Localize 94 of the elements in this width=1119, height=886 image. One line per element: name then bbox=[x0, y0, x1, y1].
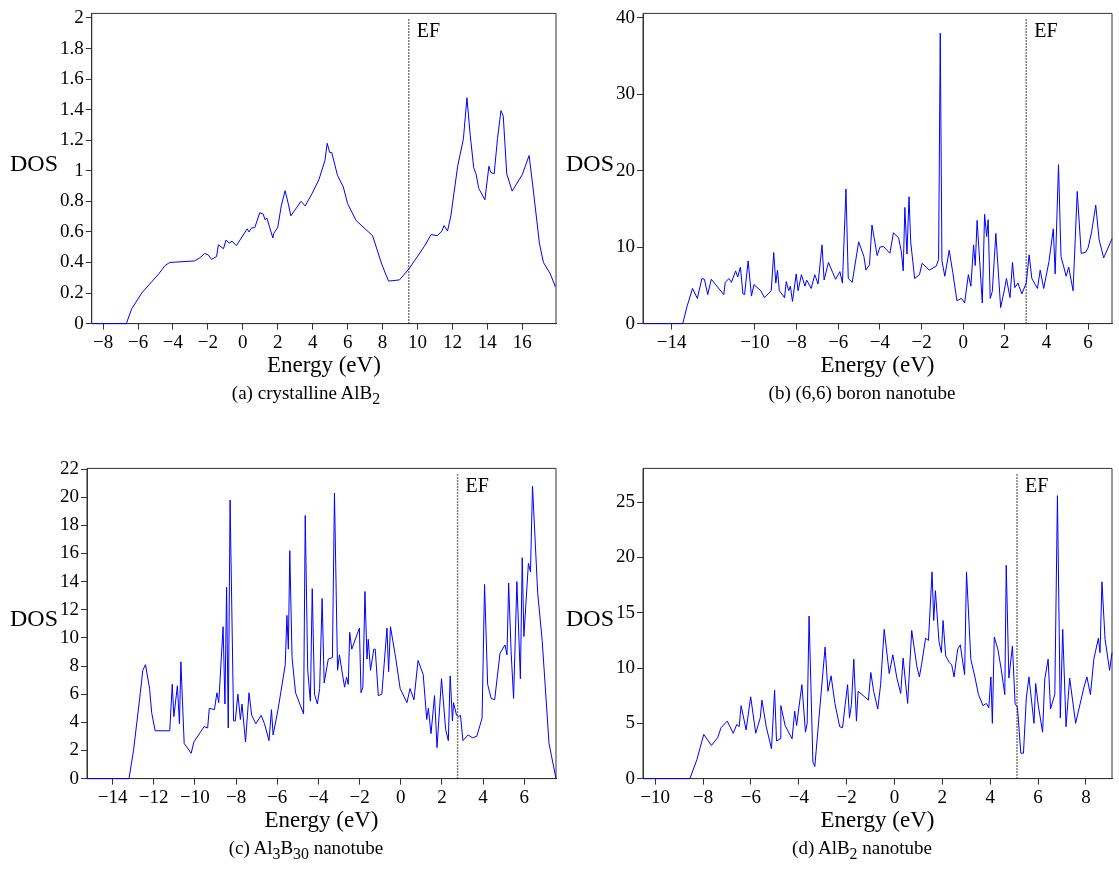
y-axis-title: DOS bbox=[566, 150, 615, 177]
y-tick-label: 10 bbox=[616, 235, 635, 257]
text: (a) crystalline AlB$_{2}$ bbox=[230, 382, 382, 408]
x-tick-label: −2 bbox=[197, 330, 219, 352]
y-tick-label: 2 bbox=[74, 5, 84, 27]
x-tick-label: 8 bbox=[377, 330, 388, 352]
y-tick-label: 0.4 bbox=[60, 250, 85, 272]
y-tick-label: 0 bbox=[69, 766, 79, 788]
x-tick-label: −10 bbox=[740, 330, 770, 352]
x-tick-label: 6 bbox=[1033, 785, 1043, 807]
y-tick-label: 30 bbox=[616, 82, 635, 104]
y-axis-title: DOS bbox=[566, 605, 615, 632]
x-tick-label: −8 bbox=[786, 330, 807, 352]
x-tick-label: 10 bbox=[407, 330, 427, 352]
y-tick-label: 4 bbox=[69, 710, 80, 732]
y-tick-label: 0.8 bbox=[60, 189, 84, 211]
x-tick-label: 2 bbox=[937, 785, 948, 807]
y-tick-label: 10 bbox=[616, 656, 635, 678]
x-tick-label: 6 bbox=[519, 785, 530, 807]
y-tick-label: 1.2 bbox=[60, 128, 84, 150]
x-tick-label: 4 bbox=[307, 330, 318, 352]
y-tick-label: 0.6 bbox=[60, 219, 84, 241]
x-axis-title: Energy (eV) bbox=[264, 807, 379, 833]
y-tick-label: 5 bbox=[625, 711, 635, 733]
x-tick-label: 0 bbox=[238, 330, 248, 352]
x-tick-label: 4 bbox=[1041, 330, 1052, 352]
y-tick-label: 1 bbox=[74, 158, 84, 180]
y-axis-title: DOS bbox=[10, 150, 59, 177]
y-tick-label: 40 bbox=[616, 5, 635, 27]
ref-line-label: EF bbox=[1034, 18, 1058, 41]
y-tick-label: 1.4 bbox=[60, 97, 85, 119]
x-tick-label: −8 bbox=[225, 785, 247, 807]
x-tick-label: −2 bbox=[836, 785, 857, 807]
x-tick-label: −4 bbox=[788, 785, 810, 807]
y-tick-label: 0 bbox=[74, 311, 84, 333]
x-tick-label: 0 bbox=[958, 330, 968, 352]
x-tick-label: −12 bbox=[138, 785, 169, 807]
y-tick-label: 20 bbox=[616, 158, 635, 180]
y-tick-label: 1.6 bbox=[60, 67, 84, 89]
x-tick-label: 4 bbox=[985, 785, 996, 807]
y-tick-label: 22 bbox=[60, 457, 79, 479]
y-tick-label: 0 bbox=[625, 766, 635, 788]
y-tick-label: 6 bbox=[69, 682, 79, 704]
x-tick-label: 2 bbox=[1000, 330, 1010, 352]
x-tick-label: 8 bbox=[1081, 785, 1091, 807]
y-tick-label: 2 bbox=[69, 738, 79, 760]
ref-line-label: EF bbox=[465, 473, 489, 496]
x-tick-label: −2 bbox=[349, 785, 370, 807]
x-tick-label: −4 bbox=[869, 330, 891, 352]
x-axis-title: Energy (eV) bbox=[820, 807, 935, 833]
x-tick-label: −10 bbox=[180, 785, 210, 807]
x-tick-label: −4 bbox=[308, 785, 330, 807]
x-tick-label: 6 bbox=[342, 330, 353, 352]
ref-line-label: EF bbox=[416, 18, 441, 41]
x-tick-label: −6 bbox=[267, 785, 288, 807]
y-tick-label: 1.8 bbox=[60, 36, 84, 58]
x-axis-title: Energy (eV) bbox=[820, 352, 935, 378]
x-tick-label: −10 bbox=[640, 785, 671, 807]
y-axis-title: DOS bbox=[10, 605, 59, 632]
y-tick-label: 25 bbox=[616, 490, 635, 512]
y-tick-label: 10 bbox=[60, 625, 79, 647]
x-tick-label: 12 bbox=[442, 330, 462, 352]
text: (c) Al$_{3}$B$_{30}$ nanotube bbox=[227, 837, 385, 863]
y-tick-label: 8 bbox=[69, 654, 79, 676]
x-tick-label: 16 bbox=[512, 330, 532, 352]
x-tick-label: 2 bbox=[437, 785, 447, 807]
y-tick-label: 0 bbox=[625, 311, 635, 333]
x-tick-label: −14 bbox=[656, 330, 688, 352]
y-tick-label: 16 bbox=[60, 541, 79, 563]
y-tick-label: 14 bbox=[60, 569, 80, 591]
x-tick-label: 0 bbox=[889, 785, 900, 807]
y-tick-label: 0.2 bbox=[60, 281, 84, 303]
x-tick-label: 4 bbox=[478, 785, 489, 807]
x-tick-label: −8 bbox=[92, 330, 114, 352]
y-tick-label: 20 bbox=[60, 485, 79, 507]
y-tick-label: 20 bbox=[616, 545, 635, 567]
x-tick-label: −6 bbox=[127, 330, 149, 352]
ref-line-label: EF bbox=[1025, 473, 1049, 496]
x-tick-label: −6 bbox=[740, 785, 762, 807]
text: (b) (6,6) boron nanotube bbox=[767, 382, 957, 404]
x-tick-label: −4 bbox=[162, 330, 184, 352]
x-tick-label: 6 bbox=[1083, 330, 1093, 352]
text: (d) AlB$_{2}$ nanotube bbox=[791, 837, 933, 863]
y-tick-label: 12 bbox=[60, 597, 79, 619]
x-tick-label: 14 bbox=[477, 330, 498, 352]
x-tick-label: −14 bbox=[97, 785, 128, 807]
y-tick-label: 18 bbox=[60, 513, 79, 535]
x-tick-label: 2 bbox=[273, 330, 283, 352]
x-tick-label: −2 bbox=[911, 330, 932, 352]
x-axis-title: Energy (eV) bbox=[266, 352, 381, 378]
y-tick-label: 15 bbox=[616, 600, 635, 622]
x-tick-label: −8 bbox=[692, 785, 714, 807]
x-tick-label: −6 bbox=[828, 330, 849, 352]
x-tick-label: 0 bbox=[396, 785, 406, 807]
